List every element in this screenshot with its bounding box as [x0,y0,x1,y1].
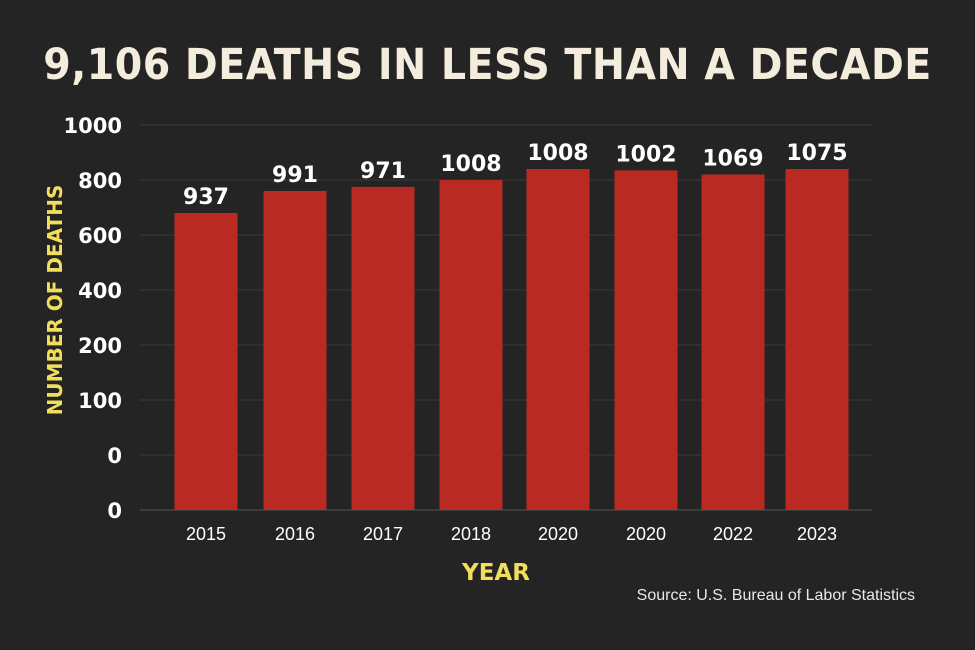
bar [701,174,765,510]
bars [174,169,849,510]
bar [614,170,678,510]
x-tick-label: 2017 [363,524,403,544]
y-tick-label: 0 [107,499,122,523]
source-note: Source: U.S. Bureau of Labor Statistics [636,587,915,604]
value-label: 1008 [440,152,501,177]
y-tick-label: 200 [78,334,122,358]
y-tick-label: 100 [78,389,122,413]
bar [263,191,327,510]
value-label: 991 [272,163,318,188]
chart-title: 9,106 DEATHS IN LESS THAN A DECADE [43,40,932,90]
value-label: 1008 [527,141,588,166]
x-tick-label: 2018 [451,524,491,544]
x-tick-label: 2016 [275,524,315,544]
value-label: 937 [183,185,229,210]
y-axis-label: NUMBER OF DEATHS [43,185,67,416]
x-axis-label: YEAR [461,560,530,586]
x-tick-label: 2023 [797,524,837,544]
bar [174,213,238,510]
x-axis-ticks: 2015 2016 2017 2018 2020 2020 2022 2023 [186,524,837,544]
value-label: 1002 [615,142,676,167]
value-label: 1069 [702,147,763,172]
x-tick-label: 2022 [713,524,753,544]
value-label: 1075 [786,141,847,166]
bar [526,169,590,510]
y-tick-label: 400 [78,279,122,303]
value-label: 971 [360,159,406,184]
value-labels: 937 991 971 1008 1008 1002 1069 1075 [183,141,848,210]
y-axis-ticks: 0 0 100 200 400 600 800 1000 [64,114,122,523]
x-tick-label: 2020 [626,524,666,544]
y-tick-label: 800 [78,169,122,193]
bar [785,169,849,510]
y-tick-label: 0 [107,444,122,468]
bar [439,180,503,510]
x-tick-label: 2015 [186,524,226,544]
bar [351,186,415,510]
y-tick-label: 1000 [64,114,122,138]
x-tick-label: 2020 [538,524,578,544]
y-tick-label: 600 [78,224,122,248]
